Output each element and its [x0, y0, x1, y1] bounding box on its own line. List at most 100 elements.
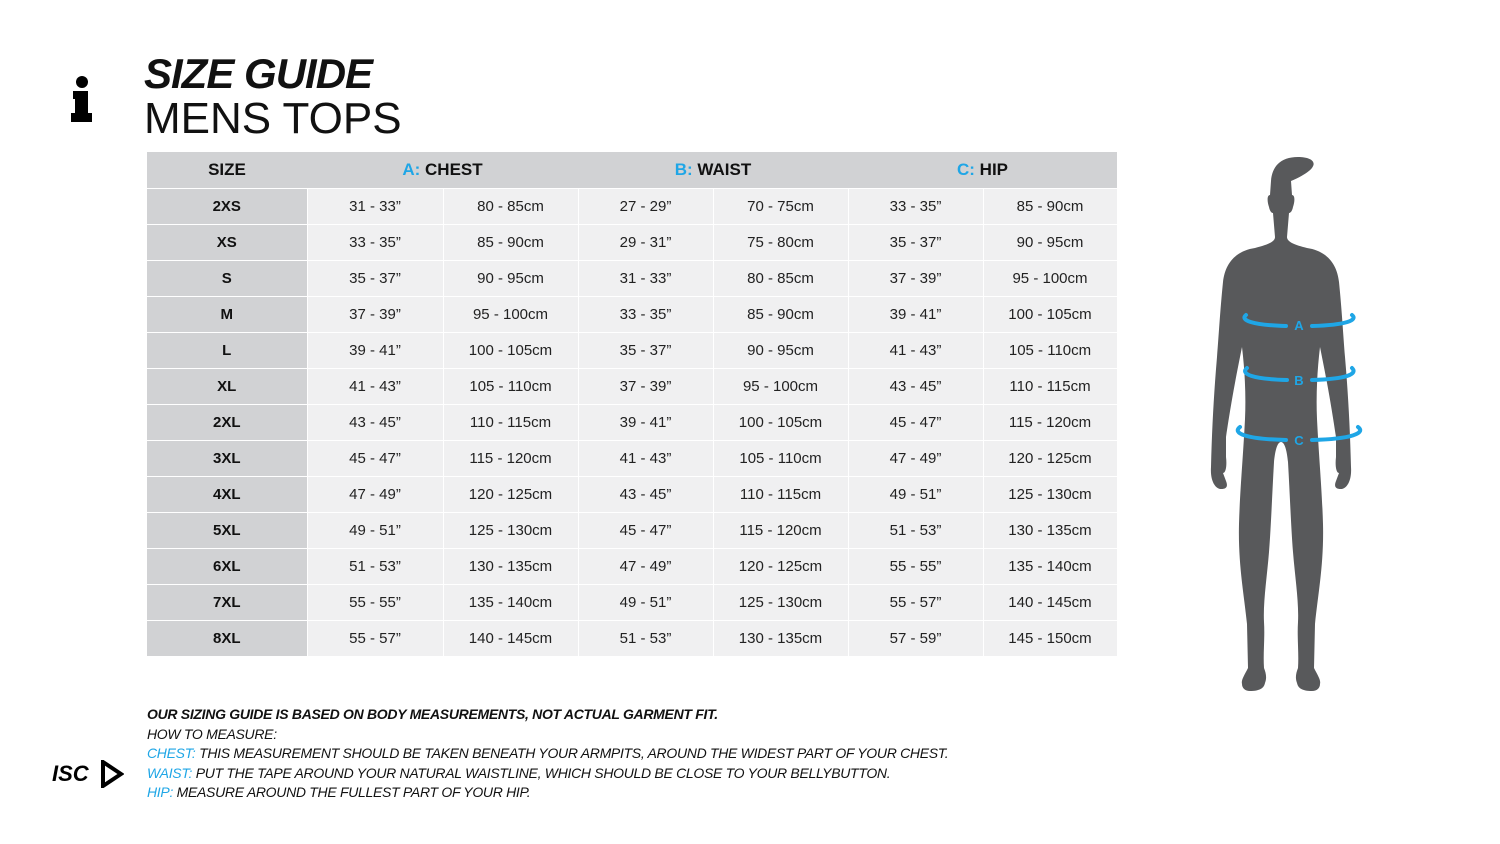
table-row: 2XL 43 - 45” 110 - 115cm 39 - 41” 100 - 105c… — [147, 404, 1118, 441]
measurement-cell: 45 - 47” — [577, 512, 714, 549]
measurement-cell: 120 - 125cm — [442, 476, 579, 513]
measurement-cell: 100 - 105cm — [442, 332, 579, 369]
measurement-cell: 90 - 95cm — [982, 224, 1118, 261]
isc-logo: ISC — [52, 760, 124, 788]
measurement-cell: 110 - 115cm — [442, 404, 579, 441]
page-subtitle: MENS TOPS — [144, 94, 402, 143]
label-a: A — [1294, 318, 1304, 333]
header-waist: B: WAIST — [578, 152, 848, 189]
measurement-cell: 33 - 35” — [306, 224, 444, 261]
measurement-cell: 105 - 110cm — [442, 368, 579, 405]
measurement-cell: 75 - 80cm — [712, 224, 849, 261]
measurement-cell: 51 - 53” — [306, 548, 444, 585]
measurement-cell: 110 - 115cm — [982, 368, 1118, 405]
measurement-cell: 35 - 37” — [577, 332, 714, 369]
measurement-cell: 90 - 95cm — [712, 332, 849, 369]
measurement-cell: 35 - 37” — [306, 260, 444, 297]
table-row: 6XL 51 - 53” 130 - 135cm 47 - 49” 120 - 125c… — [147, 548, 1118, 585]
measurement-cell: 47 - 49” — [847, 440, 984, 477]
measurement-cell: 51 - 53” — [577, 620, 714, 657]
measurement-cell: 55 - 55” — [847, 548, 984, 585]
measurement-cell: 120 - 125cm — [712, 548, 849, 585]
measurement-cell: 145 - 150cm — [982, 620, 1118, 657]
measurement-cell: 125 - 130cm — [982, 476, 1118, 513]
size-cell: 7XL — [147, 584, 308, 621]
size-cell: L — [147, 332, 308, 369]
measurement-cell: 51 - 53” — [847, 512, 984, 549]
size-cell: 8XL — [147, 620, 308, 657]
table-row: S 35 - 37” 90 - 95cm 31 - 33” 80 - 85cm 37 - … — [147, 260, 1118, 297]
measurement-cell: 140 - 145cm — [442, 620, 579, 657]
measurement-cell: 49 - 51” — [847, 476, 984, 513]
measurement-cell: 47 - 49” — [577, 548, 714, 585]
measurement-cell: 41 - 43” — [306, 368, 444, 405]
measurement-cell: 135 - 140cm — [442, 584, 579, 621]
measurement-cell: 115 - 120cm — [982, 404, 1118, 441]
measurement-cell: 37 - 39” — [306, 296, 444, 333]
measurement-cell: 41 - 43” — [847, 332, 984, 369]
measurement-cell: 100 - 105cm — [712, 404, 849, 441]
measurement-cell: 29 - 31” — [577, 224, 714, 261]
size-cell: 3XL — [147, 440, 308, 477]
measurement-cell: 90 - 95cm — [442, 260, 579, 297]
size-cell: 5XL — [147, 512, 308, 549]
measurement-cell: 39 - 41” — [847, 296, 984, 333]
measurement-cell: 39 - 41” — [577, 404, 714, 441]
measurement-cell: 43 - 45” — [847, 368, 984, 405]
measurement-cell: 47 - 49” — [306, 476, 444, 513]
table-row: 2XS 31 - 33” 80 - 85cm 27 - 29” 70 - 75cm 33 … — [147, 188, 1118, 225]
measurement-cell: 125 - 130cm — [442, 512, 579, 549]
measurement-cell: 70 - 75cm — [712, 188, 849, 225]
size-cell: 2XS — [147, 188, 308, 225]
table-row: XL 41 - 43” 105 - 110cm 37 - 39” 95 - 100cm 4… — [147, 368, 1118, 405]
measurement-cell: 43 - 45” — [306, 404, 444, 441]
measurement-cell: 140 - 145cm — [982, 584, 1118, 621]
measurement-cell: 41 - 43” — [577, 440, 714, 477]
measurement-cell: 37 - 39” — [847, 260, 984, 297]
table-row: XS 33 - 35” 85 - 90cm 29 - 31” 75 - 80cm 35 -… — [147, 224, 1118, 261]
page-title: SIZE GUIDE — [144, 50, 373, 97]
label-b: B — [1294, 373, 1303, 388]
svg-text:ISC: ISC — [52, 761, 90, 786]
header-chest: A: CHEST — [307, 152, 578, 189]
measurement-cell: 80 - 85cm — [712, 260, 849, 297]
measurement-cell: 130 - 135cm — [982, 512, 1118, 549]
measurement-cell: 115 - 120cm — [712, 512, 849, 549]
body-measurement-figure: A B C — [1210, 157, 1363, 691]
measurement-cell: 45 - 47” — [847, 404, 984, 441]
measurement-cell: 31 - 33” — [306, 188, 444, 225]
disclaimer: OUR SIZING GUIDE IS BASED ON BODY MEASUR… — [147, 706, 718, 722]
measurement-cell: 95 - 100cm — [712, 368, 849, 405]
how-to-measure: HOW TO MEASURE: — [147, 725, 277, 742]
measurement-cell: 37 - 39” — [577, 368, 714, 405]
note-waist: WAIST: PUT THE TAPE AROUND YOUR NATURAL … — [147, 764, 891, 781]
info-icon — [71, 76, 92, 122]
measurement-cell: 130 - 135cm — [712, 620, 849, 657]
measurement-cell: 80 - 85cm — [442, 188, 579, 225]
measurement-cell: 57 - 59” — [847, 620, 984, 657]
measurement-cell: 105 - 110cm — [712, 440, 849, 477]
measurement-cell: 55 - 55” — [306, 584, 444, 621]
size-cell: XL — [147, 368, 308, 405]
label-c: C — [1294, 433, 1304, 448]
measurement-cell: 115 - 120cm — [442, 440, 579, 477]
header-size: SIZE — [147, 152, 307, 189]
size-cell: 6XL — [147, 548, 308, 585]
measurement-cell: 31 - 33” — [577, 260, 714, 297]
measurement-cell: 43 - 45” — [577, 476, 714, 513]
size-cell: 4XL — [147, 476, 308, 513]
measurement-cell: 45 - 47” — [306, 440, 444, 477]
note-hip: HIP: MEASURE AROUND THE FULLEST PART OF … — [147, 784, 531, 801]
measurement-cell: 85 - 90cm — [712, 296, 849, 333]
measurement-cell: 130 - 135cm — [442, 548, 579, 585]
table-row: 3XL 45 - 47” 115 - 120cm 41 - 43” 105 - 110c… — [147, 440, 1118, 477]
measurement-cell: 120 - 125cm — [982, 440, 1118, 477]
measurement-cell: 110 - 115cm — [712, 476, 849, 513]
size-cell: XS — [147, 224, 308, 261]
table-row: 7XL 55 - 55” 135 - 140cm 49 - 51” 125 - 130c… — [147, 584, 1118, 621]
measuring-notes: OUR SIZING GUIDE IS BASED ON BODY MEASUR… — [147, 705, 949, 803]
size-table: SIZE A: CHEST B: WAIST C: HIP 2XS 31 - 33… — [147, 152, 1118, 657]
measurement-cell: 125 - 130cm — [712, 584, 849, 621]
measurement-cell: 33 - 35” — [847, 188, 984, 225]
size-cell: M — [147, 296, 308, 333]
